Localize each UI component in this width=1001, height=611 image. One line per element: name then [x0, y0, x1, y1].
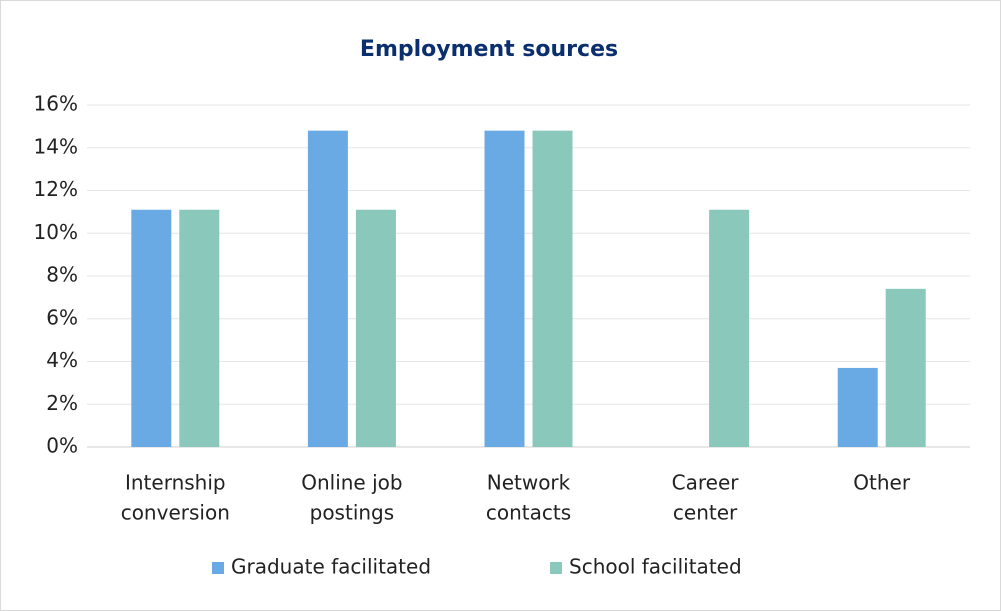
- x-tick-label: conversion: [121, 501, 230, 525]
- bar: [179, 209, 220, 447]
- y-tick-label: 12%: [34, 177, 78, 201]
- y-tick-label: 6%: [46, 305, 78, 329]
- y-tick-label: 4%: [46, 348, 78, 372]
- x-tick-label: Online job: [301, 471, 402, 495]
- y-tick-label: 14%: [34, 134, 78, 158]
- bar: [131, 209, 172, 447]
- y-tick-label: 2%: [46, 391, 78, 415]
- x-tick-label: Other: [853, 471, 911, 495]
- x-tick-label: contacts: [486, 501, 571, 525]
- x-tick-label: Network: [487, 471, 571, 495]
- bar: [484, 130, 525, 447]
- bar: [355, 209, 396, 447]
- bar: [709, 209, 750, 447]
- legend-swatch: [550, 562, 562, 574]
- legend-label: Graduate facilitated: [231, 555, 431, 579]
- bar: [885, 288, 926, 447]
- x-tick-label: postings: [310, 501, 395, 525]
- x-tick-label: Career: [672, 471, 740, 495]
- y-tick-label: 16%: [34, 92, 78, 116]
- chart-title: Employment sources: [360, 37, 618, 62]
- legend-label: School facilitated: [569, 555, 742, 579]
- y-tick-label: 0%: [46, 434, 78, 458]
- bar: [307, 130, 348, 447]
- x-tick-label: center: [673, 501, 738, 525]
- x-tick-label: Internship: [125, 471, 226, 495]
- bar: [837, 367, 878, 447]
- bar: [532, 130, 573, 447]
- y-tick-label: 8%: [46, 263, 78, 287]
- y-tick-label: 10%: [34, 220, 78, 244]
- legend-swatch: [212, 562, 224, 574]
